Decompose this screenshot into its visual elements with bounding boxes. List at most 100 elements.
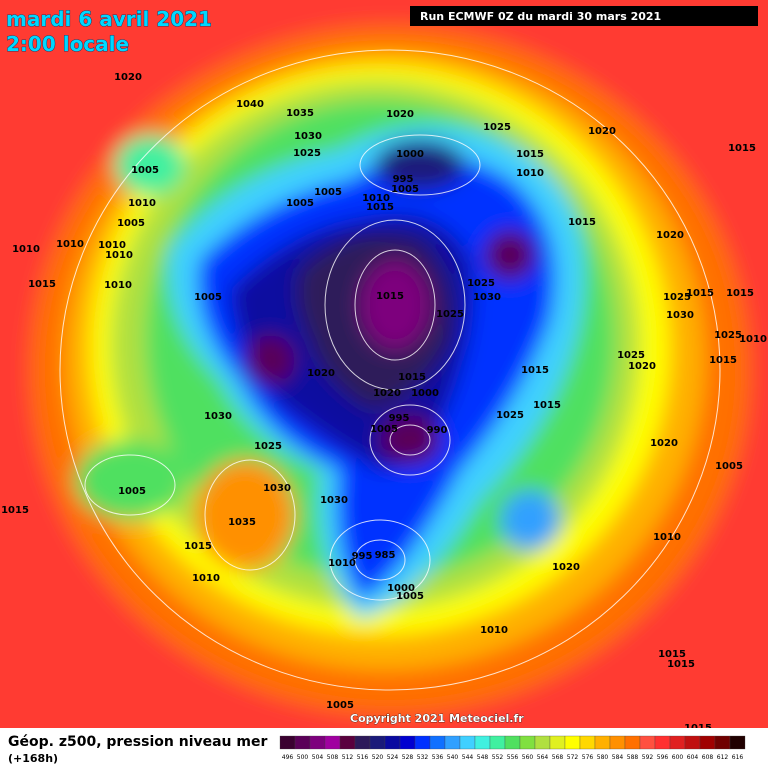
color-label: 616 bbox=[732, 754, 744, 761]
run-box bbox=[410, 6, 758, 26]
isobar-label: 1020 bbox=[373, 388, 401, 399]
isobar-label: 1005 bbox=[396, 591, 424, 602]
color-label: 504 bbox=[312, 754, 324, 761]
color-cell bbox=[429, 735, 446, 750]
color-bar: 496 500 504 508 512 516 520 524 528 532 536 540 544 5… bbox=[279, 735, 746, 761]
color-cell bbox=[519, 735, 536, 750]
isobar-label: 1025 bbox=[293, 148, 321, 159]
color-label: 508 bbox=[327, 754, 339, 761]
isobar-label: 1040 bbox=[236, 99, 264, 110]
isobar-label: 1020 bbox=[307, 368, 335, 379]
isobar-label: 1025 bbox=[496, 410, 524, 421]
isobar-label: 1015 bbox=[398, 372, 426, 383]
isobar-label: 1010 bbox=[104, 280, 132, 291]
isobar-label: 1020 bbox=[114, 72, 142, 83]
isobar-label: 1010 bbox=[192, 573, 220, 584]
isobar-label: 1010 bbox=[12, 244, 40, 255]
color-label: 560 bbox=[522, 754, 534, 761]
color-cell bbox=[384, 735, 401, 750]
isobar-label: 1010 bbox=[653, 532, 681, 543]
isobar-label: 1005 bbox=[286, 198, 314, 209]
isobar-label: 1010 bbox=[105, 250, 133, 261]
color-label: 496 bbox=[282, 754, 294, 761]
isobar-label: 1025 bbox=[436, 309, 464, 320]
color-label: 568 bbox=[552, 754, 564, 761]
isobar-label: 985 bbox=[375, 550, 396, 561]
isobar-label: 1015 bbox=[658, 649, 686, 660]
isobar-label: 1025 bbox=[483, 122, 511, 133]
isobar-label: 1020 bbox=[552, 562, 580, 573]
isobar-label: 1030 bbox=[666, 310, 694, 321]
color-label: 588 bbox=[627, 754, 639, 761]
isobar-label: 1015 bbox=[28, 279, 56, 290]
isobar-label: 1020 bbox=[628, 361, 656, 372]
isobar-label: 1010 bbox=[362, 193, 390, 204]
color-cell bbox=[354, 735, 371, 750]
color-cell bbox=[624, 735, 641, 750]
isobar-label: 1030 bbox=[320, 495, 348, 506]
isobar-label: 995 bbox=[389, 413, 410, 424]
color-label: 584 bbox=[612, 754, 624, 761]
isobars bbox=[59, 49, 721, 691]
isobar-label: 995 bbox=[352, 551, 373, 562]
map-time: 2:00 locale bbox=[6, 32, 129, 56]
color-label: 608 bbox=[702, 754, 714, 761]
color-label: 524 bbox=[387, 754, 399, 761]
color-cell bbox=[459, 735, 476, 750]
isobar-label: 1015 bbox=[366, 202, 394, 213]
color-label: 540 bbox=[447, 754, 459, 761]
color-cell bbox=[279, 735, 296, 750]
color-label: 604 bbox=[687, 754, 699, 761]
isobar-label: 1010 bbox=[328, 558, 356, 569]
isobar-label: 1015 bbox=[728, 143, 756, 154]
isobar-label: 1015 bbox=[521, 365, 549, 376]
footer-title: Géop. z500, pression niveau mer bbox=[8, 734, 267, 750]
color-label: 592 bbox=[642, 754, 654, 761]
color-label: 556 bbox=[507, 754, 519, 761]
isobar-label: 1010 bbox=[739, 334, 767, 345]
color-label: 600 bbox=[672, 754, 684, 761]
isobar-label: 1010 bbox=[98, 240, 126, 251]
color-cell bbox=[534, 735, 551, 750]
isobar-label: 1010 bbox=[128, 198, 156, 209]
color-cell bbox=[474, 735, 491, 750]
color-label: 596 bbox=[657, 754, 669, 761]
isobar-label: 1010 bbox=[516, 168, 544, 179]
isobar-label: 1005 bbox=[391, 184, 419, 195]
color-cell bbox=[609, 735, 626, 750]
isobar-label: 1000 bbox=[387, 583, 415, 594]
isobar-label: 1005 bbox=[117, 218, 145, 229]
color-cell bbox=[669, 735, 686, 750]
color-label: 512 bbox=[342, 754, 354, 761]
isobar-label: 1025 bbox=[467, 278, 495, 289]
color-label: 544 bbox=[462, 754, 474, 761]
color-label: 564 bbox=[537, 754, 549, 761]
color-label: 500 bbox=[297, 754, 309, 761]
isobar-label: 1020 bbox=[656, 230, 684, 241]
color-cell bbox=[639, 735, 656, 750]
color-label: 576 bbox=[582, 754, 594, 761]
color-label: 552 bbox=[492, 754, 504, 761]
copyright: Copyright 2021 Meteociel.fr bbox=[350, 712, 524, 725]
color-cell bbox=[594, 735, 611, 750]
isobar-label: 1025 bbox=[254, 441, 282, 452]
isobar-label: 1005 bbox=[370, 424, 398, 435]
isobar-label: 1015 bbox=[568, 217, 596, 228]
color-cell bbox=[699, 735, 716, 750]
isobar-label: 1000 bbox=[396, 149, 424, 160]
color-label: 536 bbox=[432, 754, 444, 761]
color-cell bbox=[549, 735, 566, 750]
isobar-label: 1025 bbox=[714, 330, 742, 341]
isobar-label: 1020 bbox=[386, 109, 414, 120]
color-label: 520 bbox=[372, 754, 384, 761]
color-cell bbox=[324, 735, 341, 750]
isobar-label: 1015 bbox=[709, 355, 737, 366]
color-cell bbox=[399, 735, 416, 750]
color-label: 580 bbox=[597, 754, 609, 761]
isobar-label: 1005 bbox=[326, 700, 354, 711]
isobar-label: 1010 bbox=[480, 625, 508, 636]
color-cell bbox=[489, 735, 506, 750]
